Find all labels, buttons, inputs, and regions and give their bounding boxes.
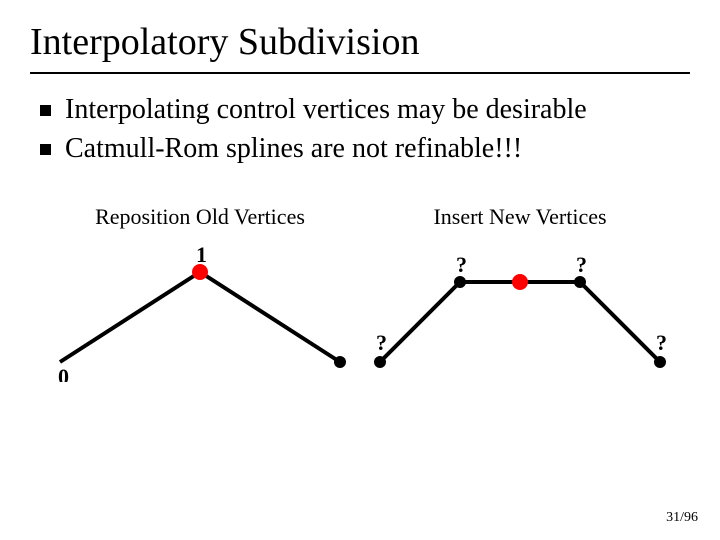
svg-text:?: ? (576, 252, 587, 277)
figure-right: Insert New Vertices ???? (370, 204, 670, 387)
bullet-text: Interpolating control vertices may be de… (65, 92, 690, 127)
figure-left-svg: 010 (50, 242, 350, 382)
bullet-square-icon (40, 105, 51, 116)
figure-right-label: Insert New Vertices (370, 204, 670, 230)
svg-text:1: 1 (196, 242, 207, 267)
figure-left: Reposition Old Vertices 010 (50, 204, 350, 387)
svg-text:?: ? (456, 252, 467, 277)
figure-right-svg: ???? (370, 242, 670, 382)
figure-row: Reposition Old Vertices 010 Insert New V… (30, 204, 690, 387)
slide-title: Interpolatory Subdivision (30, 20, 690, 64)
figure-left-label: Reposition Old Vertices (50, 204, 350, 230)
bullet-square-icon (40, 144, 51, 155)
bullet-list: Interpolating control vertices may be de… (30, 92, 690, 166)
bullet-item: Catmull-Rom splines are not refinable!!! (40, 131, 690, 166)
bullet-text: Catmull-Rom splines are not refinable!!! (65, 131, 690, 166)
svg-text:?: ? (656, 330, 667, 355)
title-rule (30, 72, 690, 74)
slide: Interpolatory Subdivision Interpolating … (0, 0, 720, 540)
svg-text:?: ? (376, 330, 387, 355)
page-number: 31/96 (666, 510, 698, 526)
bullet-item: Interpolating control vertices may be de… (40, 92, 690, 127)
svg-text:0: 0 (58, 364, 69, 382)
